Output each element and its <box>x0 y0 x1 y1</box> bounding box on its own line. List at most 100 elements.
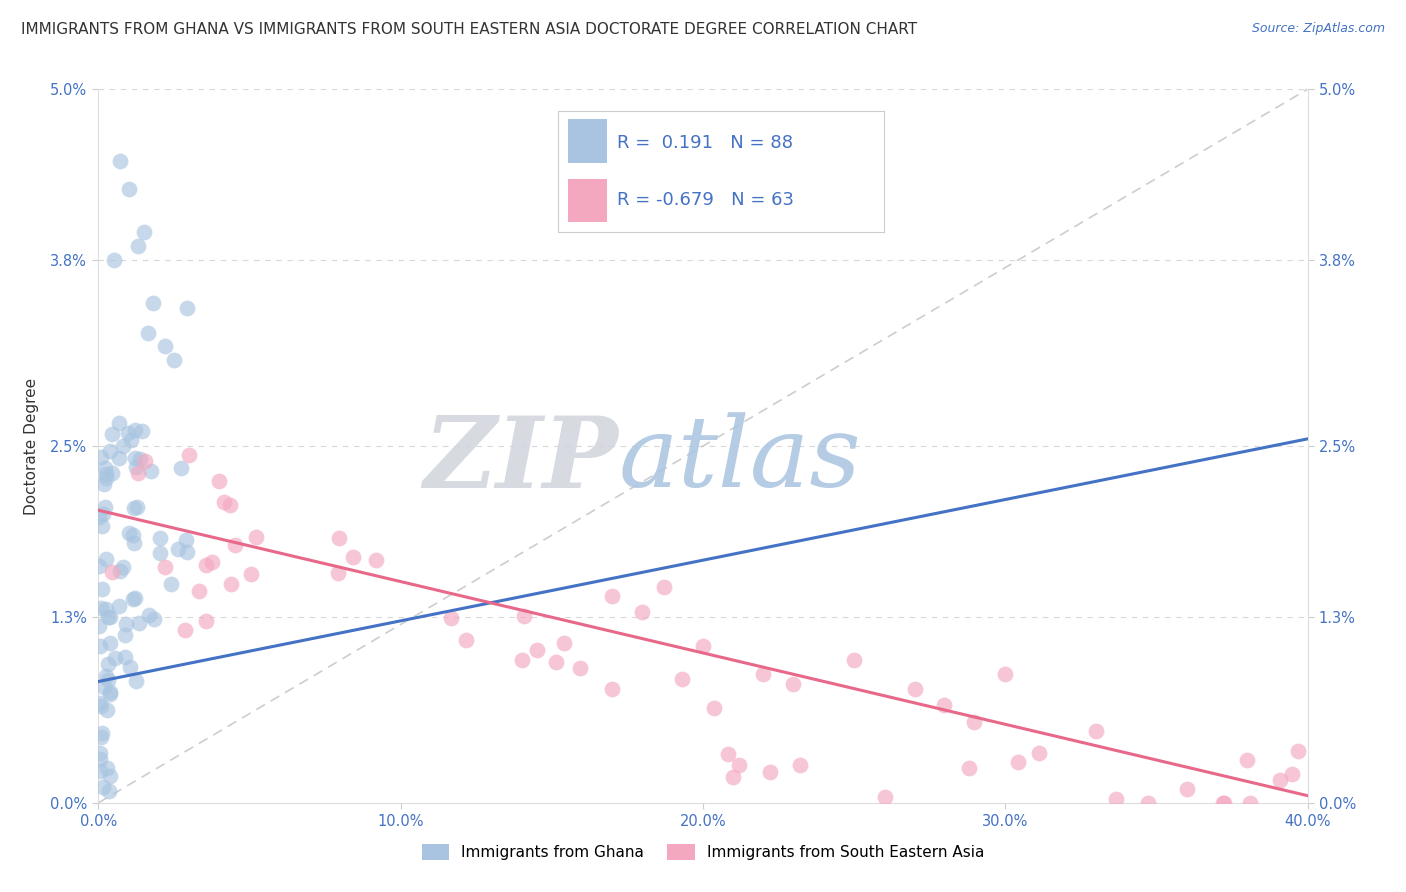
Point <box>149 546 172 560</box>
Point <box>125 459 148 474</box>
Point <box>326 566 349 581</box>
Point <box>219 577 242 591</box>
Point <box>97 673 120 687</box>
Point <box>124 423 146 437</box>
Point <box>115 616 138 631</box>
Point <box>93 476 115 491</box>
Point <box>98 684 121 698</box>
Point <box>117 425 139 440</box>
Text: Source: ZipAtlas.com: Source: ZipAtlas.com <box>1251 22 1385 36</box>
Point <box>160 577 183 591</box>
Point <box>111 559 134 574</box>
Point <box>1270 772 1292 787</box>
Point <box>122 536 145 550</box>
Point <box>104 650 127 665</box>
Point <box>994 667 1017 681</box>
Point <box>553 636 575 650</box>
Point <box>170 461 193 475</box>
Text: ZIP: ZIP <box>423 412 619 508</box>
Point <box>93 680 115 694</box>
Point <box>177 449 200 463</box>
Point <box>440 611 463 625</box>
Point <box>631 605 654 619</box>
Point <box>101 426 124 441</box>
Point <box>91 519 114 533</box>
Point <box>108 450 131 465</box>
Point <box>366 553 388 567</box>
Point <box>188 584 211 599</box>
Point <box>90 450 112 464</box>
Point <box>127 466 149 480</box>
Point <box>94 551 117 566</box>
Point <box>212 495 235 509</box>
Point <box>127 239 149 253</box>
Point <box>513 609 536 624</box>
Point <box>844 653 866 667</box>
Point <box>118 182 141 196</box>
Point <box>789 757 811 772</box>
Point <box>1137 796 1160 810</box>
Point <box>219 499 242 513</box>
Point <box>97 783 120 797</box>
Point <box>142 612 165 626</box>
Point <box>173 623 195 637</box>
Point <box>101 566 124 580</box>
Point <box>569 661 592 675</box>
Y-axis label: Doctorate Degree: Doctorate Degree <box>24 377 39 515</box>
Point <box>97 657 120 672</box>
Point <box>87 559 110 574</box>
Point <box>110 565 132 579</box>
Point <box>98 610 121 624</box>
Point <box>671 672 693 686</box>
Point <box>89 764 111 779</box>
Point <box>91 508 114 522</box>
Point <box>120 659 142 673</box>
Point <box>108 153 131 168</box>
Point <box>122 500 145 515</box>
Point <box>1213 796 1236 810</box>
Point <box>94 602 117 616</box>
Point <box>224 538 246 552</box>
Point <box>342 550 364 565</box>
Point <box>124 451 146 466</box>
Point <box>111 439 134 453</box>
Point <box>148 531 170 545</box>
Point <box>153 560 176 574</box>
Point <box>93 500 115 515</box>
Point <box>1281 767 1303 781</box>
Point <box>728 757 751 772</box>
Point <box>1212 796 1234 810</box>
Point <box>122 591 145 606</box>
Point <box>195 614 218 628</box>
Point <box>454 632 477 647</box>
Legend: Immigrants from Ghana, Immigrants from South Eastern Asia: Immigrants from Ghana, Immigrants from S… <box>416 838 990 866</box>
Point <box>94 460 117 475</box>
Point <box>132 225 155 239</box>
Point <box>526 643 548 657</box>
Point <box>90 600 112 615</box>
Point <box>963 715 986 730</box>
Point <box>1175 781 1198 796</box>
Point <box>89 752 111 766</box>
Point <box>138 607 160 622</box>
Point <box>1239 796 1261 810</box>
Point <box>1028 746 1050 760</box>
Point <box>1105 791 1128 805</box>
Point <box>1085 724 1108 739</box>
Point <box>703 700 725 714</box>
Point <box>125 500 148 514</box>
Point <box>128 616 150 631</box>
Text: IMMIGRANTS FROM GHANA VS IMMIGRANTS FROM SOUTH EASTERN ASIA DOCTORATE DEGREE COR: IMMIGRANTS FROM GHANA VS IMMIGRANTS FROM… <box>21 22 917 37</box>
Text: atlas: atlas <box>619 413 860 508</box>
Point <box>752 667 775 681</box>
Point <box>103 253 125 268</box>
Point <box>131 425 153 439</box>
Point <box>176 301 198 315</box>
Point <box>174 533 197 547</box>
Point <box>108 599 131 613</box>
Point <box>692 639 714 653</box>
Point <box>194 558 217 572</box>
Point <box>91 780 114 794</box>
Point <box>167 541 190 556</box>
Point <box>124 591 146 605</box>
